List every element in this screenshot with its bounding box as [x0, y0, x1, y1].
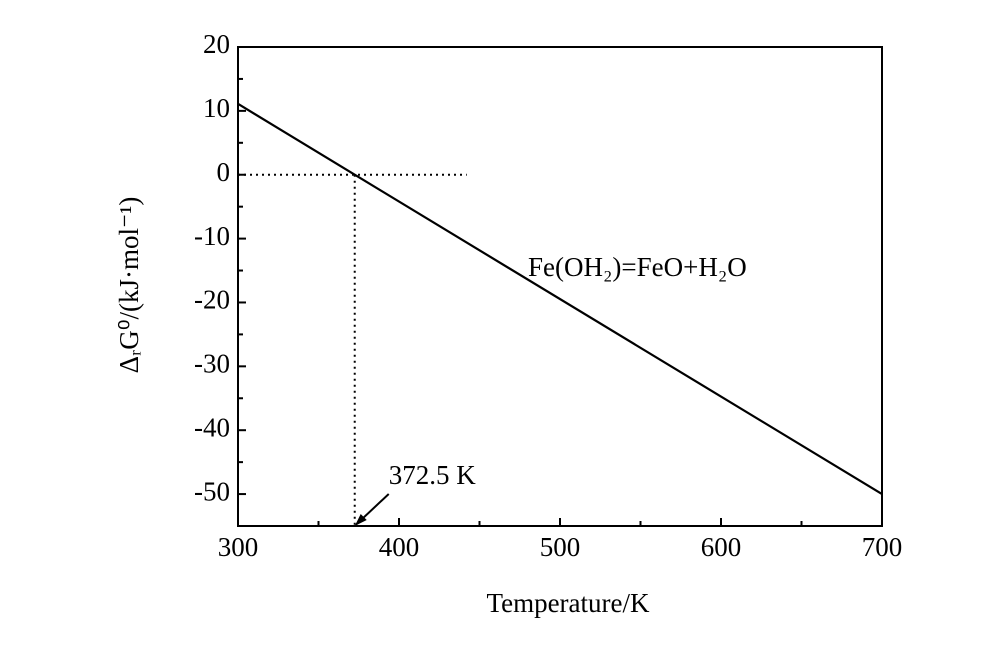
plot-frame [237, 46, 883, 527]
y-tick-label: -30 [194, 349, 230, 379]
x-tick-label: 400 [379, 532, 420, 562]
x-tick-label: 700 [862, 532, 903, 562]
annotation-arrowhead [354, 514, 367, 526]
y-tick-label: -40 [194, 412, 230, 442]
x-tick-label: 300 [218, 532, 259, 562]
data-line [237, 102, 883, 496]
annotation-label: 372.5 K [389, 460, 477, 490]
y-tick-label: 20 [203, 29, 230, 59]
x-tick-label: 500 [540, 532, 581, 562]
x-tick-label: 600 [701, 532, 742, 562]
y-tick-label: -10 [194, 221, 230, 251]
y-tick-label: -50 [194, 476, 230, 506]
y-tick-label: -20 [194, 285, 230, 315]
y-tick-label: 0 [217, 157, 231, 187]
y-axis-label: ΔᵣG⁰/(kJ·mol⁻¹) [114, 197, 144, 374]
series-label: Fe(OH₂)=FeO+H₂O [528, 252, 747, 282]
y-tick-label: 10 [203, 93, 230, 123]
x-axis-label: Temperature/K [486, 588, 650, 618]
